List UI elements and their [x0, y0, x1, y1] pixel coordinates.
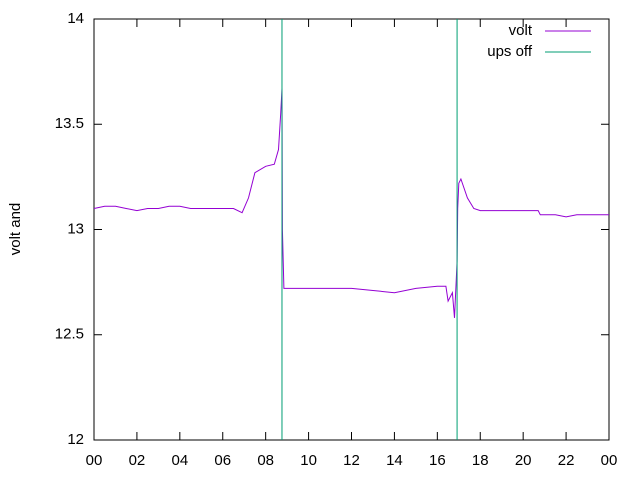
y-tick-label: 14	[67, 10, 84, 27]
legend-label: volt	[509, 22, 533, 39]
x-tick-label: 22	[558, 452, 575, 469]
x-tick-label: 12	[343, 452, 360, 469]
y-axis-label: volt and	[7, 203, 24, 256]
y-tick-label: 12	[67, 431, 84, 448]
x-tick-label: 16	[429, 452, 446, 469]
x-tick-label: 02	[129, 452, 146, 469]
y-tick-label: 13	[67, 220, 84, 237]
x-tick-label: 08	[257, 452, 274, 469]
y-tick-label: 13.5	[55, 115, 84, 132]
x-tick-label: 20	[515, 452, 532, 469]
series-line	[93, 88, 609, 318]
legend-label: ups off	[487, 43, 533, 60]
x-tick-label: 06	[214, 452, 231, 469]
plot-border	[93, 18, 610, 441]
x-tick-label: 10	[300, 452, 317, 469]
y-tick-label: 12.5	[55, 326, 84, 343]
x-tick-label: 00	[86, 452, 103, 469]
x-tick-label: 18	[472, 452, 489, 469]
x-tick-label: 00	[601, 452, 618, 469]
x-tick-label: 04	[171, 452, 188, 469]
x-tick-label: 14	[386, 452, 403, 469]
